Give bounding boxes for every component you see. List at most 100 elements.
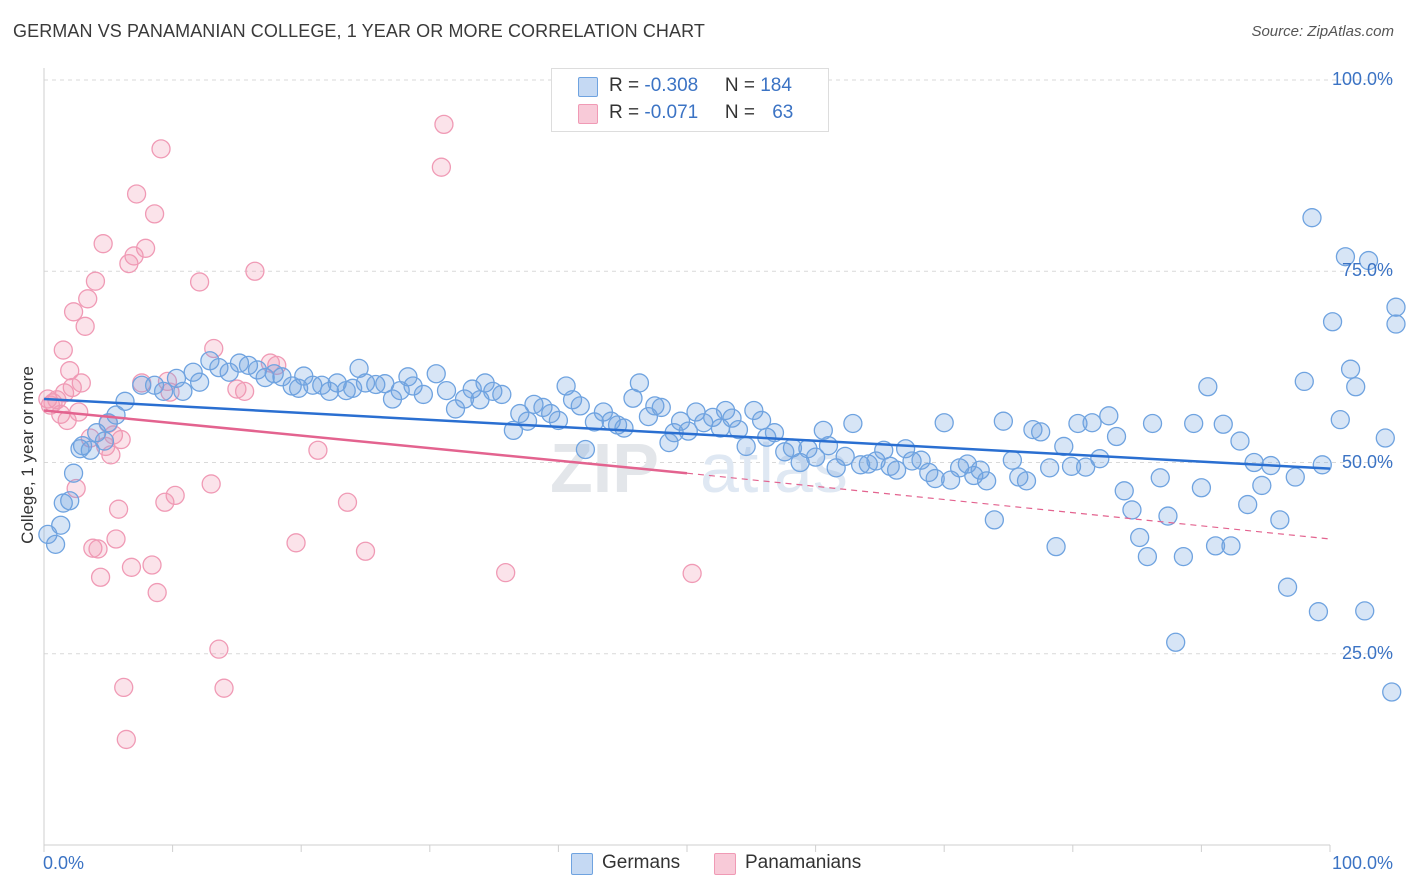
panamanian-point: [124, 246, 144, 266]
german-point: [106, 405, 126, 425]
panamanian-point: [434, 114, 454, 135]
german-point: [1158, 506, 1178, 526]
german-point: [645, 396, 665, 416]
panamanian-point: [85, 271, 106, 291]
panamanian-point: [496, 563, 516, 583]
german-point: [1346, 377, 1366, 397]
german-point: [517, 411, 538, 431]
german-point: [850, 455, 871, 475]
german-point: [312, 375, 332, 395]
german-point: [925, 468, 945, 489]
legend-r-label: R =: [609, 102, 645, 123]
german-point: [1213, 414, 1233, 434]
axes: [43, 68, 1331, 852]
legend-r-value: -0.308: [644, 75, 699, 96]
german-point: [1302, 208, 1322, 228]
legend-swatch-germans: [578, 77, 598, 97]
panamanian-point: [337, 492, 358, 512]
series-legend: Germans Panamanians: [0, 852, 1406, 878]
german-point: [1002, 450, 1023, 470]
german-point: [728, 419, 749, 440]
german-point: [1277, 577, 1298, 597]
panamanian-point: [83, 538, 103, 558]
german-point: [264, 364, 284, 384]
german-point: [1312, 455, 1332, 475]
chart-title: GERMAN VS PANAMANIAN COLLEGE, 1 YEAR OR …: [13, 21, 706, 41]
german-point: [818, 436, 839, 456]
panamanian-point: [431, 157, 452, 177]
german-point: [805, 447, 826, 467]
german-point: [413, 384, 434, 405]
german-point: [1330, 410, 1350, 430]
panamanian-point: [189, 272, 210, 292]
german-point: [1270, 510, 1290, 530]
trend-lines: [43, 397, 1331, 540]
german-point: [1252, 475, 1272, 496]
german-point: [715, 400, 736, 421]
german-point: [934, 413, 954, 433]
german-point: [1090, 449, 1110, 469]
german-point: [670, 411, 691, 431]
x-tick-label-max: 100.0%: [1331, 853, 1393, 873]
panamanian-point: [155, 492, 175, 512]
panamanian-point: [234, 381, 255, 402]
german-point: [1122, 500, 1142, 520]
german-point: [183, 362, 203, 382]
germans-trend-line: [43, 397, 1331, 470]
panamanian-point: [201, 474, 221, 494]
german-point: [548, 410, 569, 431]
german-point: [1386, 314, 1406, 334]
german-point: [209, 357, 229, 378]
german-point: [1386, 297, 1406, 317]
y-tick-label: 50.0%: [1341, 451, 1393, 472]
german-point: [436, 380, 457, 401]
german-point: [1191, 478, 1212, 498]
german-point: [1023, 419, 1043, 440]
legend-swatch-panamanians: [578, 104, 598, 124]
german-point: [813, 420, 833, 441]
german-point: [993, 411, 1014, 431]
panamanian-point: [111, 429, 131, 450]
german-point: [886, 460, 907, 480]
german-point: [678, 421, 698, 441]
panamanian-point: [114, 677, 134, 698]
german-point: [1355, 601, 1375, 621]
panamanian-point: [165, 485, 185, 506]
german-point: [492, 384, 512, 405]
german-point: [454, 389, 475, 409]
german-point: [189, 372, 210, 392]
german-point: [1238, 494, 1258, 515]
german-point: [1142, 413, 1163, 434]
german-point: [1040, 458, 1060, 478]
german-point: [60, 491, 80, 511]
german-point: [541, 403, 561, 424]
german-point: [1375, 428, 1395, 448]
german-point: [651, 397, 671, 418]
panamanian-point: [135, 238, 156, 258]
legend-n-value: 184: [760, 75, 792, 96]
german-point: [1130, 527, 1150, 548]
german-point: [1106, 426, 1127, 447]
german-point: [858, 454, 878, 474]
panamanian-point: [142, 555, 162, 575]
panamanians-trend-extension: [686, 472, 1331, 540]
german-point: [562, 390, 583, 410]
german-point: [80, 440, 100, 460]
legend-n-label: N =: [724, 75, 761, 96]
legend-r-value: -0.071: [644, 102, 699, 123]
legend-swatch-panamanians: [714, 853, 736, 875]
german-point: [570, 396, 590, 416]
panamanian-point: [60, 361, 80, 381]
panamanian-point: [66, 478, 86, 499]
german-point: [51, 515, 71, 535]
german-point: [1166, 632, 1186, 652]
german-point: [426, 364, 446, 384]
german-point: [1150, 468, 1170, 488]
german-point: [45, 534, 66, 555]
panamanian-point: [144, 204, 165, 224]
german-point: [866, 451, 886, 471]
german-point: [173, 381, 193, 402]
german-point: [1198, 377, 1218, 397]
panamanian-point: [90, 567, 111, 587]
panamanian-point: [286, 533, 306, 553]
